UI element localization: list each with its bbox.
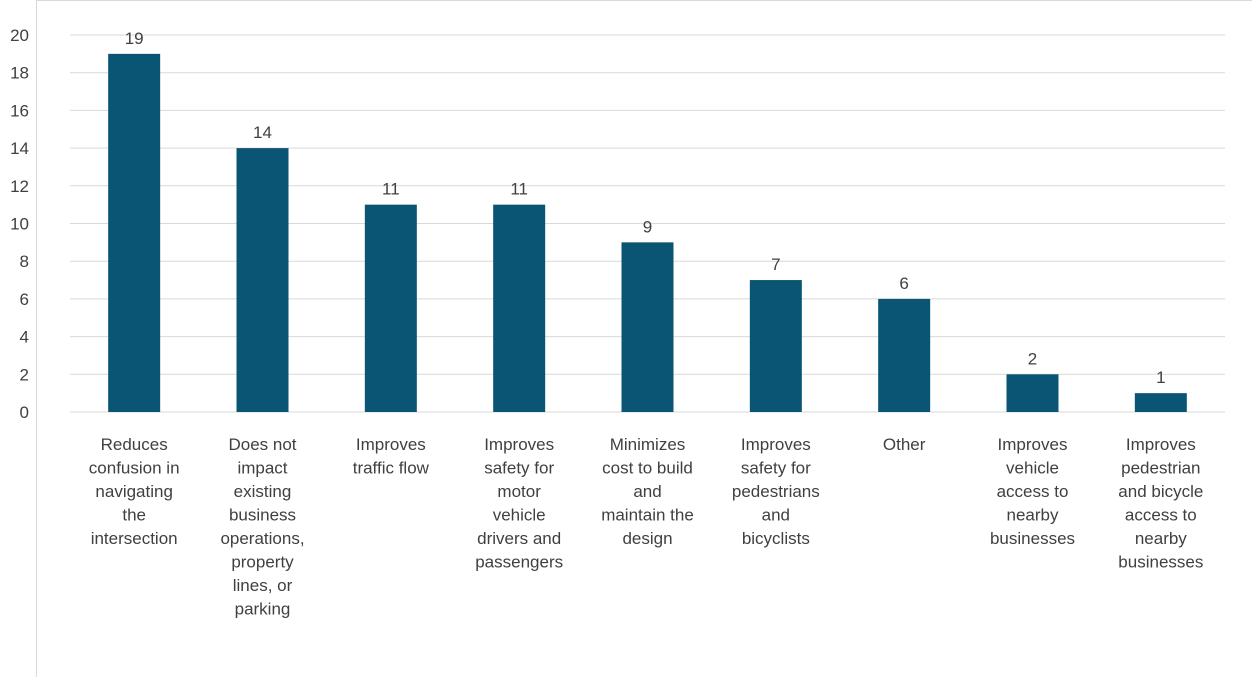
bar [1134,393,1187,412]
y-tick-label: 0 [20,403,29,422]
data-label: 19 [125,29,144,48]
data-labels: 19 14 11 11 9 7 6 2 1 [125,29,1166,387]
x-axis-ticks: Reduces confusion in navigating the intersec… [89,435,1204,619]
x-tick-label: Improves safety for pedestrians and bicyclis… [732,435,820,548]
x-tick-label-line: cost to build [602,459,693,478]
x-tick-label-line: lines, or [233,576,293,595]
x-tick-label-line: property [231,553,294,572]
data-label: 11 [382,180,400,199]
y-axis-ticks: 0 2 4 6 8 10 12 14 16 18 20 [10,26,29,422]
x-tick-label-line: traffic flow [353,459,430,478]
x-tick-label-line: drivers and [477,529,561,548]
x-tick-label-line: nearby [1007,506,1059,525]
x-tick-label-line: existing [234,482,292,501]
x-tick-label-line: pedestrians [732,482,820,501]
x-tick-label: Does not impact existing business operations… [220,435,304,619]
x-tick-label-line: Reduces [101,435,168,454]
x-tick-label-line: vehicle [1006,459,1059,478]
x-tick-label-line: businesses [990,529,1075,548]
x-tick-label-line: motor [497,482,541,501]
x-tick-label-line: bicyclists [742,529,810,548]
x-tick-label: Minimizes cost to build and maintain the des… [601,435,694,548]
x-tick-label-line: maintain the [601,506,694,525]
bar [1006,374,1059,412]
bar [878,298,931,412]
data-label: 1 [1156,368,1165,387]
y-tick-label: 12 [10,177,29,196]
y-tick-label: 10 [10,215,29,234]
y-tick-label: 20 [10,26,29,45]
x-tick-label-line: Improves [1126,435,1196,454]
data-label: 9 [643,217,652,236]
x-tick-label-line: businesses [1118,553,1203,572]
x-tick-label-line: access to [997,482,1069,501]
bar [236,148,289,412]
x-tick-label-line: navigating [95,482,173,501]
x-tick-label-line: safety for [484,459,554,478]
x-tick-label-line: and [633,482,661,501]
x-tick-label-line: Does not [228,435,296,454]
y-tick-label: 14 [10,139,29,158]
x-tick-label: Reduces confusion in navigating the intersec… [89,435,180,548]
x-tick-label-line: Minimizes [610,435,686,454]
x-tick-label: Other [883,435,926,454]
y-tick-label: 6 [20,290,29,309]
x-tick-label-line: access to [1125,506,1197,525]
bar [749,280,802,412]
x-tick-label-line: nearby [1135,529,1187,548]
x-tick-label: Improves vehicle access to nearby businesses [990,435,1075,548]
y-tick-label: 18 [10,64,29,83]
x-tick-label-line: confusion in [89,459,180,478]
y-tick-label: 2 [20,365,29,384]
y-tick-label: 16 [10,101,29,120]
x-tick-label-line: impact [237,459,287,478]
data-label: 14 [253,123,272,142]
x-tick-label-line: passengers [475,553,563,572]
bars [108,53,1187,412]
x-tick-label-line: parking [235,600,291,619]
data-label: 7 [771,255,780,274]
x-tick-label-line: pedestrian [1121,459,1200,478]
x-tick-label-line: business [229,506,296,525]
x-tick-label-line: intersection [91,529,178,548]
x-tick-label-line: Improves [356,435,426,454]
data-label: 6 [899,274,908,293]
y-tick-label: 8 [20,252,29,271]
y-tick-label: 4 [20,328,29,347]
x-tick-label-line: Improves [484,435,554,454]
x-tick-label-line: and bicycle [1118,482,1203,501]
bar [364,204,417,412]
x-tick-label-line: design [622,529,672,548]
x-tick-label-line: the [122,506,146,525]
bar [621,242,674,412]
data-label: 11 [510,180,528,199]
bar [493,204,546,412]
bar [108,53,161,412]
x-tick-label: Improves pedestrian and bicycle access to ne… [1118,435,1203,572]
x-tick-label-line: vehicle [493,506,546,525]
data-label: 2 [1028,349,1037,368]
x-tick-label: Improves traffic flow [353,435,430,478]
x-tick-label: Improves safety for motor vehicle drivers an… [475,435,563,572]
x-tick-label-line: Other [883,435,926,454]
x-tick-label-line: and [762,506,790,525]
x-tick-label-line: operations, [220,529,304,548]
x-tick-label-line: Improves [741,435,811,454]
x-tick-label-line: safety for [741,459,811,478]
x-tick-label-line: Improves [998,435,1068,454]
